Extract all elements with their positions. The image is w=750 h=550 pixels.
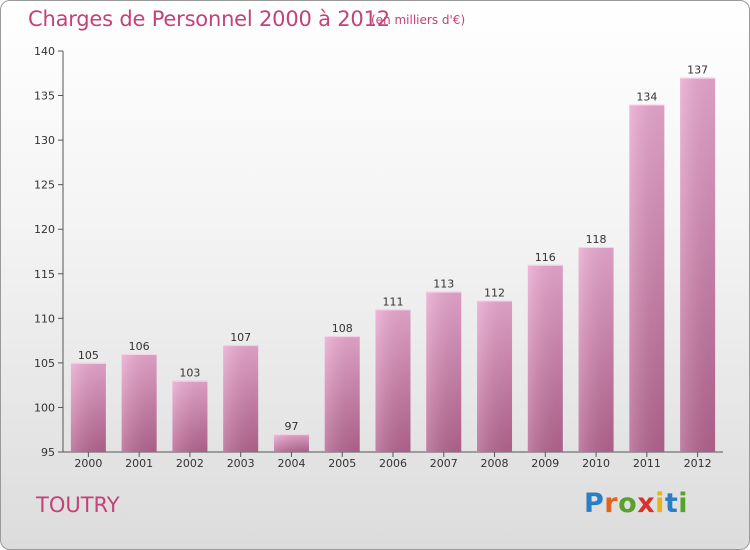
logo-letter: i — [678, 488, 689, 519]
x-tick-label: 2000 — [74, 457, 102, 470]
bar-value-label: 105 — [78, 349, 99, 362]
bar-shade — [223, 345, 259, 452]
y-tick-label: 135 — [34, 90, 55, 103]
commune-name: TOUTRY — [36, 493, 120, 517]
bar-shade — [527, 264, 563, 452]
bar-shade — [375, 309, 411, 452]
bar-shade — [680, 77, 716, 452]
x-tick-label: 2002 — [176, 457, 204, 470]
logo-letter: r — [604, 488, 619, 519]
y-tick-label: 105 — [34, 357, 55, 370]
x-tick-label: 2011 — [633, 457, 661, 470]
bar-shade — [477, 300, 513, 452]
bar-value-label: 103 — [179, 367, 200, 380]
x-tick-label: 2001 — [125, 457, 153, 470]
logo-letter: o — [618, 488, 638, 519]
y-tick-label: 130 — [34, 134, 55, 147]
chart-subtitle: (en milliers d'€) — [371, 13, 466, 27]
x-tick-label: 2008 — [481, 457, 509, 470]
bar-value-label: 134 — [636, 90, 657, 103]
bar-shade — [121, 353, 157, 452]
bar-value-label: 118 — [586, 233, 607, 246]
x-tick-label: 2006 — [379, 457, 407, 470]
x-tick-label: 2003 — [227, 457, 255, 470]
bar-value-label: 97 — [284, 420, 298, 433]
x-tick-label: 2012 — [684, 457, 712, 470]
chart-title: Charges de Personnel 2000 à 2012 — [28, 7, 390, 31]
y-tick-label: 115 — [34, 268, 55, 281]
bar-shade — [273, 434, 309, 452]
y-tick-label: 95 — [41, 446, 55, 459]
x-tick-label: 2004 — [277, 457, 305, 470]
bar-value-label: 106 — [129, 340, 150, 353]
logo-letter: x — [637, 488, 656, 519]
y-tick-label: 100 — [34, 401, 55, 414]
bar-value-label: 137 — [687, 64, 708, 77]
bar-shade — [578, 247, 614, 452]
bar-value-label: 107 — [230, 331, 251, 344]
y-tick-label: 110 — [34, 312, 55, 325]
y-tick-label: 120 — [34, 223, 55, 236]
bar-shade — [324, 336, 360, 452]
bar-shade — [172, 380, 208, 452]
logo-letter: P — [584, 488, 605, 519]
bar-value-label: 112 — [484, 287, 505, 300]
x-tick-label: 2007 — [430, 457, 458, 470]
x-tick-label: 2005 — [328, 457, 356, 470]
logo-letter: t — [664, 488, 679, 519]
y-tick-label: 125 — [34, 179, 55, 192]
bar-shade — [70, 362, 106, 452]
bar-shade — [426, 291, 462, 452]
y-tick-label: 140 — [34, 45, 55, 58]
bar-value-label: 111 — [383, 295, 404, 308]
x-tick-label: 2009 — [531, 457, 559, 470]
bar-value-label: 116 — [535, 251, 556, 264]
logo-letter: i — [655, 488, 665, 519]
bar-value-label: 113 — [433, 278, 454, 291]
proxiti-logo: Proxiti — [584, 488, 688, 519]
bar-shade — [629, 104, 665, 452]
x-tick-label: 2010 — [582, 457, 610, 470]
bar-value-label: 108 — [332, 322, 353, 335]
